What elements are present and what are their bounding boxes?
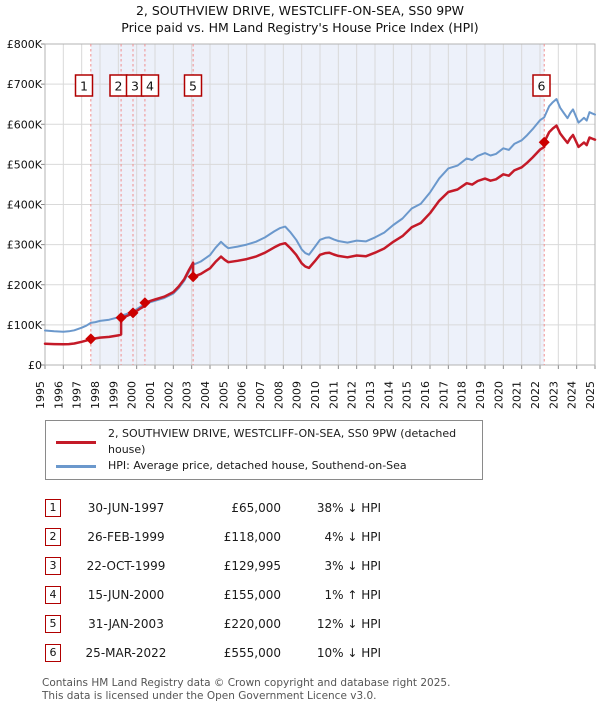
x-tick-label: 2012 (346, 381, 359, 409)
sale-number-cell: 3 (45, 557, 71, 575)
footer-line-licence: This data is licensed under the Open Gov… (42, 690, 600, 702)
sale-number-box: 3 (45, 557, 61, 575)
x-tick-label: 2015 (401, 381, 414, 409)
x-tick-label: 2006 (236, 381, 249, 409)
sale-date: 25-MAR-2022 (71, 646, 181, 660)
x-tick-label: 2014 (382, 381, 395, 409)
sale-number-marker-label: 4 (146, 79, 154, 94)
sale-number-box: 6 (45, 644, 61, 662)
property-line-swatch (56, 441, 96, 444)
price-chart: 1995 1996 1997 1998 1999 2000 2001 2002 2003 2004… (0, 0, 600, 414)
x-tick-label: 2017 (437, 381, 450, 409)
hpi-line-swatch (56, 465, 96, 468)
legend-label-property: 2, SOUTHVIEW DRIVE, WESTCLIFF-ON-SEA, SS… (108, 426, 474, 458)
sale-hpi-diff: 38% ↓ HPI (281, 501, 381, 515)
sale-price: £129,995 (181, 559, 281, 573)
x-tick-label: 2024 (566, 381, 579, 409)
legend-label-hpi: HPI: Average price, detached house, Sout… (108, 458, 407, 474)
y-tick-label: £500K (7, 158, 43, 171)
x-tick-label: 1995 (34, 381, 47, 409)
x-tick-label: 2020 (492, 381, 505, 409)
chart-title: 2, SOUTHVIEW DRIVE, WESTCLIFF-ON-SEA, SS… (136, 3, 464, 18)
sale-number-marker-label: 3 (131, 79, 139, 94)
y-tick-label: £0 (28, 359, 42, 372)
sale-number-box: 5 (45, 615, 61, 633)
sale-hpi-diff: 12% ↓ HPI (281, 617, 381, 631)
x-tick-label: 2013 (364, 381, 377, 409)
sale-price: £65,000 (181, 501, 281, 515)
sale-price: £155,000 (181, 588, 281, 602)
x-tick-label: 2000 (126, 381, 139, 409)
price-chart-container: 1995 1996 1997 1998 1999 2000 2001 2002 2003 2004… (0, 0, 600, 414)
sale-number-cell: 6 (45, 644, 71, 662)
x-tick-label: 2022 (529, 381, 542, 409)
x-tick-label: 2008 (272, 381, 285, 409)
sale-date: 22-OCT-1999 (71, 559, 181, 573)
sale-number-cell: 1 (45, 499, 71, 517)
legend-row-property: 2, SOUTHVIEW DRIVE, WESTCLIFF-ON-SEA, SS… (56, 426, 474, 458)
x-tick-label: 2007 (254, 381, 267, 409)
sale-number-marker-label: 6 (538, 79, 546, 94)
x-tick-label: 2009 (291, 381, 304, 409)
sale-price: £555,000 (181, 646, 281, 660)
y-tick-label: £200K (7, 279, 43, 292)
x-tick-label: 2016 (419, 381, 432, 409)
y-axis-labels: £0 £100K £200K £300K £400K £500K £600K £700K £80… (7, 38, 43, 372)
sale-number-marker-label: 5 (189, 79, 197, 94)
x-tick-label: 2005 (217, 381, 230, 409)
sale-number-marker-label: 2 (115, 79, 123, 94)
sale-number-box: 2 (45, 528, 61, 546)
sale-number-cell: 2 (45, 528, 71, 546)
x-tick-label: 1998 (89, 381, 102, 409)
chart-subtitle: Price paid vs. HM Land Registry's House … (121, 20, 478, 35)
x-axis-labels: 1995 1996 1997 1998 1999 2000 2001 2002 2003 2004… (34, 381, 597, 409)
x-tick-label: 2021 (511, 381, 524, 409)
sale-date: 15-JUN-2000 (71, 588, 181, 602)
sale-hpi-diff: 1% ↑ HPI (281, 588, 381, 602)
legend-row-hpi: HPI: Average price, detached house, Sout… (56, 458, 474, 474)
sale-number-marker-label: 1 (80, 79, 88, 94)
sale-hpi-diff: 4% ↓ HPI (281, 530, 381, 544)
y-tick-label: £800K (7, 38, 43, 51)
sale-date: 31-JAN-2003 (71, 617, 181, 631)
sale-hpi-diff: 3% ↓ HPI (281, 559, 381, 573)
x-tick-label: 2018 (456, 381, 469, 409)
y-tick-label: £700K (7, 78, 43, 91)
x-tick-label: 1999 (107, 381, 120, 409)
x-tick-label: 2003 (181, 381, 194, 409)
sale-number-cell: 4 (45, 586, 71, 604)
x-tick-label: 2019 (474, 381, 487, 409)
chart-legend: 2, SOUTHVIEW DRIVE, WESTCLIFF-ON-SEA, SS… (45, 420, 483, 480)
sale-price: £220,000 (181, 617, 281, 631)
footer-line-copyright: Contains HM Land Registry data © Crown c… (42, 677, 600, 690)
y-tick-label: £300K (7, 239, 43, 252)
x-tick-label: 2023 (547, 381, 560, 409)
x-tick-label: 1997 (71, 381, 84, 409)
sale-hpi-diff: 10% ↓ HPI (281, 646, 381, 660)
x-tick-label: 2010 (309, 381, 322, 409)
x-tick-label: 2025 (584, 381, 597, 409)
x-tick-label: 1996 (52, 381, 65, 409)
y-tick-label: £100K (7, 319, 43, 332)
x-tick-label: 2004 (199, 381, 212, 409)
x-tick-label: 2002 (162, 381, 175, 409)
sale-date: 26-FEB-1999 (71, 530, 181, 544)
x-tick-label: 2011 (327, 381, 340, 409)
sale-number-box: 4 (45, 586, 61, 604)
x-tick-label: 2001 (144, 381, 157, 409)
sale-number-box: 1 (45, 499, 61, 517)
y-tick-label: £400K (7, 199, 43, 212)
sale-number-cell: 5 (45, 615, 71, 633)
footer: Contains HM Land Registry data © Crown c… (42, 677, 600, 702)
sale-date: 30-JUN-1997 (71, 501, 181, 515)
y-tick-label: £600K (7, 118, 43, 131)
sale-price: £118,000 (181, 530, 281, 544)
